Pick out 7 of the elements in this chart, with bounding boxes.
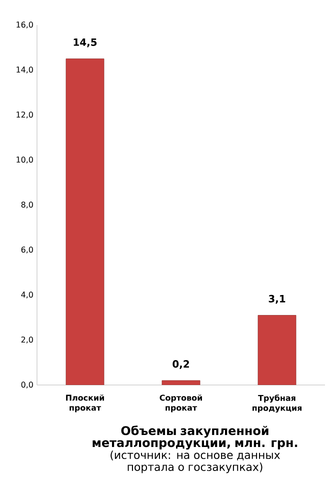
text: Объемы закупленной металлопродукции, млн. грн.: [92, 426, 298, 450]
bar: [66, 58, 104, 385]
bar: [258, 315, 296, 385]
data-label: 3,1: [268, 294, 286, 304]
text: (источник: на основе данных портала о госзакупках): [110, 450, 280, 474]
data-label: 0,2: [172, 360, 189, 369]
data-label: 14,5: [74, 38, 97, 48]
